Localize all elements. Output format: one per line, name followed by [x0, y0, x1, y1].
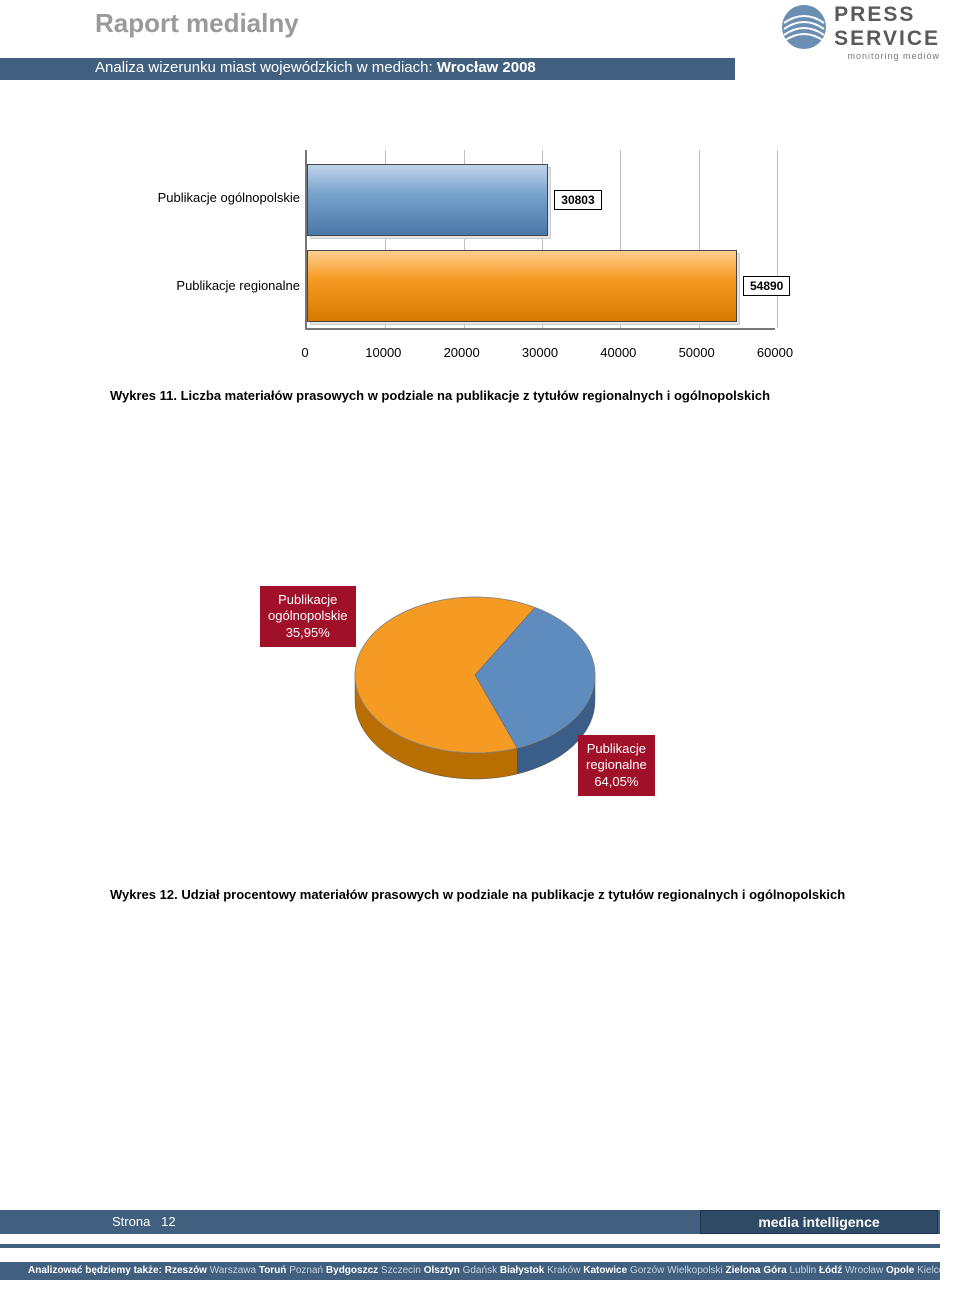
bar-plot-area: 30803 54890 — [305, 150, 775, 330]
subtitle-prefix: Analiza wizerunku miast wojewódzkich w m… — [95, 59, 437, 76]
footer-tag: media intelligence — [700, 1210, 938, 1234]
bar-caption-prefix: Wykres 11. — [110, 388, 181, 403]
report-title: Raport medialny — [95, 8, 299, 39]
pie-svg — [345, 580, 605, 795]
report-subtitle: Analiza wizerunku miast wojewódzkich w m… — [95, 59, 536, 76]
bar-xtick-4: 40000 — [600, 345, 636, 360]
bar-1-rect — [307, 250, 737, 322]
pie-chart: Publikacje ogólnopolskie 35,95% Publikac… — [260, 580, 660, 810]
bar-1-value: 54890 — [743, 276, 790, 296]
pie-label-1-line0: Publikacje — [587, 741, 646, 756]
pie-label-1-line1: regionalne — [586, 757, 647, 772]
bar-caption-body: Liczba materiałów prasowych w podziale n… — [181, 388, 770, 403]
bar-xtick-1: 10000 — [365, 345, 401, 360]
logo-text-line3: monitoring mediów — [834, 51, 940, 61]
footer-cities: Analizować będziemy także: Rzeszów Warsz… — [0, 1262, 940, 1280]
pie-caption-body: Udział procentowy materiałów prasowych w… — [181, 887, 845, 902]
logo-text-line2: SERVICE — [834, 27, 940, 51]
bar-xtick-0: 0 — [301, 345, 308, 360]
pie-label-0-line0: Publikacje — [278, 592, 337, 607]
subtitle-bold: Wrocław 2008 — [437, 59, 536, 76]
pie-label-0-line2: 35,95% — [286, 625, 330, 640]
bar-0-value: 30803 — [554, 190, 601, 210]
pie-label-0-line1: ogólnopolskie — [268, 608, 348, 623]
press-service-logo: PRESS SERVICE monitoring mediów — [780, 3, 940, 64]
logo-text-line1: PRESS — [834, 3, 940, 27]
bar-category-label-0: Publikacje ogólnopolskie — [120, 190, 300, 205]
page-number-value: 12 — [161, 1214, 175, 1229]
bar-xtick-5: 50000 — [679, 345, 715, 360]
pie-chart-caption: Wykres 12. Udział procentowy materiałów … — [110, 885, 870, 906]
page-number: Strona 12 — [112, 1214, 176, 1229]
pie-caption-prefix: Wykres 12. — [110, 887, 181, 902]
bar-xtick-2: 20000 — [444, 345, 480, 360]
bar-chart: Publikacje ogólnopolskie Publikacje regi… — [110, 150, 870, 400]
bar-xtick-3: 30000 — [522, 345, 558, 360]
page-label: Strona — [112, 1214, 150, 1229]
bar-0-rect — [307, 164, 548, 236]
bar-category-label-1: Publikacje regionalne — [120, 278, 300, 293]
footer-separator — [0, 1244, 940, 1248]
logo-swirl-icon — [780, 3, 828, 51]
pie-label-1-line2: 64,05% — [594, 774, 638, 789]
bar-chart-caption: Wykres 11. Liczba materiałów prasowych w… — [110, 388, 870, 403]
pie-label-1: Publikacje regionalne 64,05% — [578, 735, 655, 796]
pie-label-0: Publikacje ogólnopolskie 35,95% — [260, 586, 356, 647]
page-header: Raport medialny Analiza wizerunku miast … — [0, 0, 960, 82]
bar-xtick-6: 60000 — [757, 345, 793, 360]
